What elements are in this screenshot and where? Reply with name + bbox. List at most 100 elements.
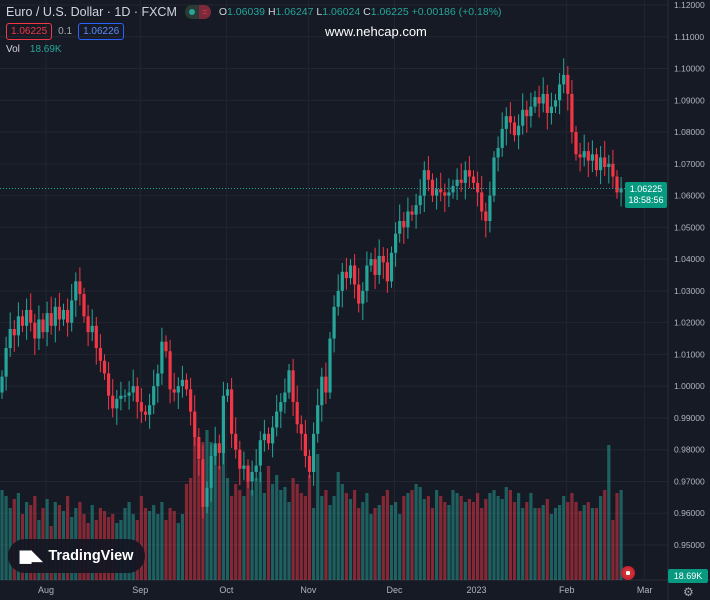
- candle-body: [619, 188, 623, 193]
- candle-body: [119, 395, 123, 399]
- candle-body: [422, 170, 426, 196]
- volume-bar: [439, 496, 443, 580]
- volume-bar: [541, 505, 545, 580]
- y-tick-label: 0.99000: [674, 413, 705, 423]
- candle-body: [12, 329, 16, 336]
- candle-body: [430, 179, 435, 196]
- candle-body: [184, 379, 189, 390]
- candle-body: [94, 325, 98, 349]
- candle-body: [340, 271, 344, 291]
- candle-body: [209, 456, 213, 488]
- candle-body: [107, 373, 111, 396]
- ohlc-values: O1.06039 H1.06247 L1.06024 C1.06225 +0.0…: [218, 6, 502, 18]
- candle-body: [20, 316, 25, 326]
- volume-bar: [295, 484, 299, 580]
- volume-bar: [258, 472, 262, 580]
- candle-body: [533, 97, 537, 107]
- volume-value: 18.69K: [29, 44, 62, 55]
- candle-body: [143, 411, 148, 415]
- candle-body: [594, 154, 599, 171]
- tradingview-logo[interactable]: ▆◣ TradingView: [8, 539, 146, 573]
- candle-body: [115, 398, 119, 409]
- volume-bar: [418, 487, 422, 580]
- candle-body: [357, 284, 361, 304]
- candle-body: [484, 211, 488, 221]
- candle-body: [496, 147, 500, 158]
- volume-bar: [164, 520, 168, 580]
- volume-bar: [430, 508, 435, 580]
- candle-body: [467, 170, 471, 177]
- candle-body: [615, 176, 619, 193]
- candle-body: [61, 309, 66, 320]
- volume-bar: [615, 493, 619, 580]
- candle-body: [603, 157, 607, 167]
- volume-bar: [607, 445, 611, 580]
- volume-label: Vol: [6, 44, 20, 55]
- candle-body: [369, 259, 373, 266]
- volume-bar: [184, 484, 189, 580]
- volume-bar: [217, 466, 221, 580]
- candle-body: [291, 370, 295, 403]
- x-tick-label: Sep: [132, 585, 148, 595]
- volume-bar: [599, 496, 603, 580]
- candle-body: [570, 93, 574, 133]
- symbol-title[interactable]: Euro / U.S. Dollar · 1D · FXCM: [6, 5, 177, 19]
- candle-body: [148, 405, 152, 415]
- volume-bar: [381, 496, 385, 580]
- candle-body: [242, 465, 246, 469]
- candle-body: [512, 122, 517, 136]
- volume-bar: [307, 475, 312, 580]
- us-flag-event-icon[interactable]: [621, 566, 635, 580]
- candle-body: [176, 386, 180, 393]
- candle-body: [541, 93, 545, 104]
- volume-bar: [611, 520, 615, 580]
- settings-gear-icon[interactable]: ⚙: [683, 585, 694, 599]
- candle-body: [0, 376, 4, 393]
- candle-body: [139, 402, 143, 412]
- volume-bar: [225, 478, 230, 580]
- candle-body: [328, 338, 332, 393]
- candle-body: [283, 392, 287, 403]
- volume-bar: [480, 508, 484, 580]
- y-tick-label: 1.05000: [674, 222, 705, 232]
- volume-bar: [377, 505, 381, 580]
- x-tick-label: Dec: [386, 585, 403, 595]
- volume-bar: [316, 454, 320, 580]
- y-tick-label: 0.98000: [674, 445, 705, 455]
- volume-bar: [369, 514, 373, 580]
- volume-bar: [582, 505, 586, 580]
- candle-body: [189, 389, 193, 412]
- candle-body: [562, 74, 566, 85]
- market-status-toggle[interactable]: =: [184, 5, 211, 19]
- volume-bar: [603, 490, 607, 580]
- volume-bar: [275, 475, 279, 580]
- candle-body: [180, 379, 184, 387]
- candle-body: [545, 93, 549, 113]
- volume-bar: [197, 460, 201, 580]
- market-open-icon: [188, 9, 195, 15]
- candle-body: [8, 329, 12, 349]
- x-tick-label: Nov: [300, 585, 317, 595]
- buy-button[interactable]: 1.06226: [78, 23, 125, 40]
- volume-bar: [525, 502, 529, 580]
- candle-body: [394, 233, 398, 253]
- candle-body: [500, 128, 504, 148]
- volume-bar: [193, 436, 197, 580]
- y-tick-label: 0.97000: [674, 476, 705, 486]
- volume-bar: [291, 478, 295, 580]
- candle-body: [37, 319, 41, 339]
- candle-body: [447, 192, 451, 196]
- sell-button[interactable]: 1.06225: [6, 23, 53, 40]
- candle-body: [279, 402, 283, 412]
- bar-countdown: 18:58:56: [628, 195, 664, 205]
- candle-body: [16, 316, 20, 336]
- x-tick-label: Oct: [219, 585, 234, 595]
- candle-body: [230, 389, 234, 434]
- volume-bar: [435, 490, 439, 580]
- candle-body: [90, 325, 94, 333]
- candle-body: [558, 84, 562, 101]
- tradingview-logo-icon: ▆◣: [20, 548, 43, 564]
- candle-body: [586, 151, 590, 161]
- y-tick-label: 1.09000: [674, 95, 705, 105]
